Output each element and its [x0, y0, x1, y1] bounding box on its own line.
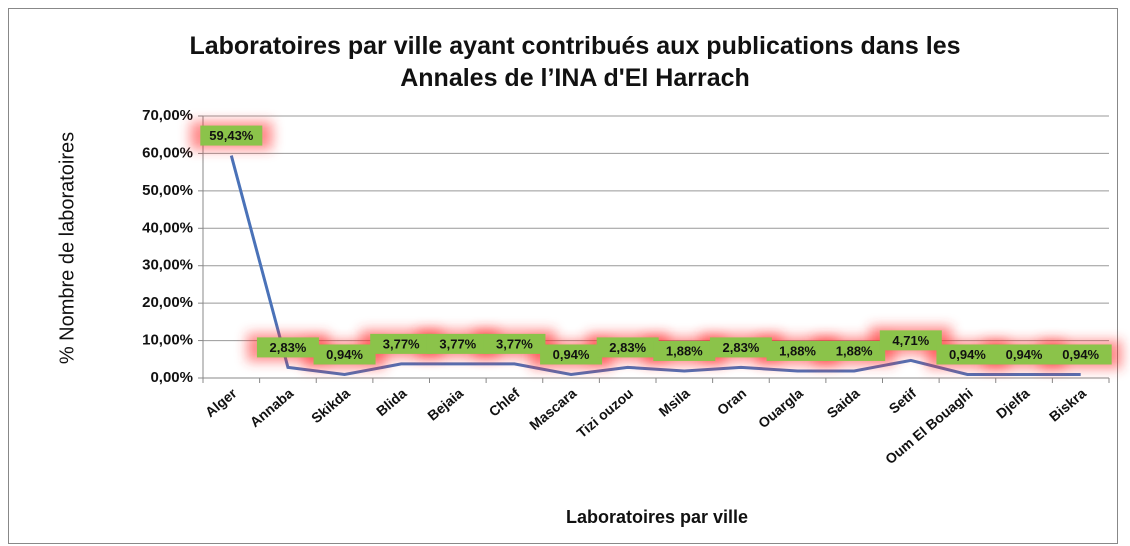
label-box: [426, 333, 489, 354]
y-tick-label: 20,00%: [142, 294, 193, 311]
x-tick-label: Alger: [202, 385, 240, 421]
data-label: 3,77%: [439, 336, 476, 351]
y-tick-label: 10,00%: [142, 332, 193, 349]
data-label: 1,88%: [779, 343, 816, 358]
x-tick-label: Bejaia: [424, 385, 466, 424]
data-label: 0,94%: [1006, 347, 1043, 362]
x-tick-label: Biskra: [1046, 385, 1089, 425]
data-label: 2,83%: [723, 340, 760, 355]
y-axis-label: % Nombre de laboratoires: [56, 132, 78, 364]
x-tick-label: Mascara: [526, 385, 579, 433]
x-tick-label: Saida: [824, 385, 863, 421]
x-axis-label: Laboratoires par ville: [566, 507, 748, 527]
x-tick-label: Annaba: [247, 385, 297, 430]
x-tick-label: Oran: [714, 385, 749, 418]
label-box: [653, 340, 716, 361]
data-label: 0,94%: [553, 347, 590, 362]
label-box: [256, 337, 319, 358]
x-tick-label: Skikda: [308, 385, 353, 426]
x-tick-label: Chlef: [486, 385, 523, 420]
label-box: [993, 344, 1056, 365]
data-label: 4,71%: [892, 333, 929, 348]
y-tick-label: 0,00%: [150, 369, 193, 386]
x-tick-label: Msila: [656, 385, 693, 420]
data-label: 2,83%: [270, 340, 307, 355]
label-box: [540, 344, 603, 365]
data-label: 2,83%: [609, 340, 646, 355]
label-box: [879, 330, 942, 351]
x-tick-label: Tizi ouzou: [573, 385, 636, 441]
x-tick-label: Djelfa: [993, 385, 1033, 422]
label-box: [370, 333, 433, 354]
data-label: 3,77%: [496, 336, 533, 351]
data-label: 0,94%: [326, 347, 363, 362]
label-box: [823, 340, 886, 361]
chart-title: Laboratoires par ville ayant contribués …: [189, 32, 961, 92]
y-tick-label: 30,00%: [142, 257, 193, 274]
y-tick-label: 40,00%: [142, 219, 193, 236]
label-box: [313, 344, 376, 365]
data-label: 1,88%: [666, 343, 703, 358]
label-box: [766, 340, 829, 361]
data-label: 59,43%: [209, 128, 254, 143]
data-label: 1,88%: [836, 343, 873, 358]
label-box: [709, 337, 772, 358]
x-tick-label: Blida: [373, 385, 410, 419]
label-box: [936, 344, 999, 365]
label-box: [1049, 344, 1112, 365]
chart-frame: [8, 8, 1118, 544]
y-tick-label: 50,00%: [142, 182, 193, 199]
x-tick-label: Ouargla: [755, 385, 806, 431]
label-box: [596, 337, 659, 358]
x-tick-label: Setif: [886, 385, 920, 417]
label-box: [200, 125, 263, 146]
y-tick-label: 70,00%: [142, 107, 193, 124]
data-label: 3,77%: [383, 336, 420, 351]
label-box: [483, 333, 546, 354]
y-tick-label: 60,00%: [142, 144, 193, 161]
data-label: 0,94%: [1062, 347, 1099, 362]
data-label: 0,94%: [949, 347, 986, 362]
